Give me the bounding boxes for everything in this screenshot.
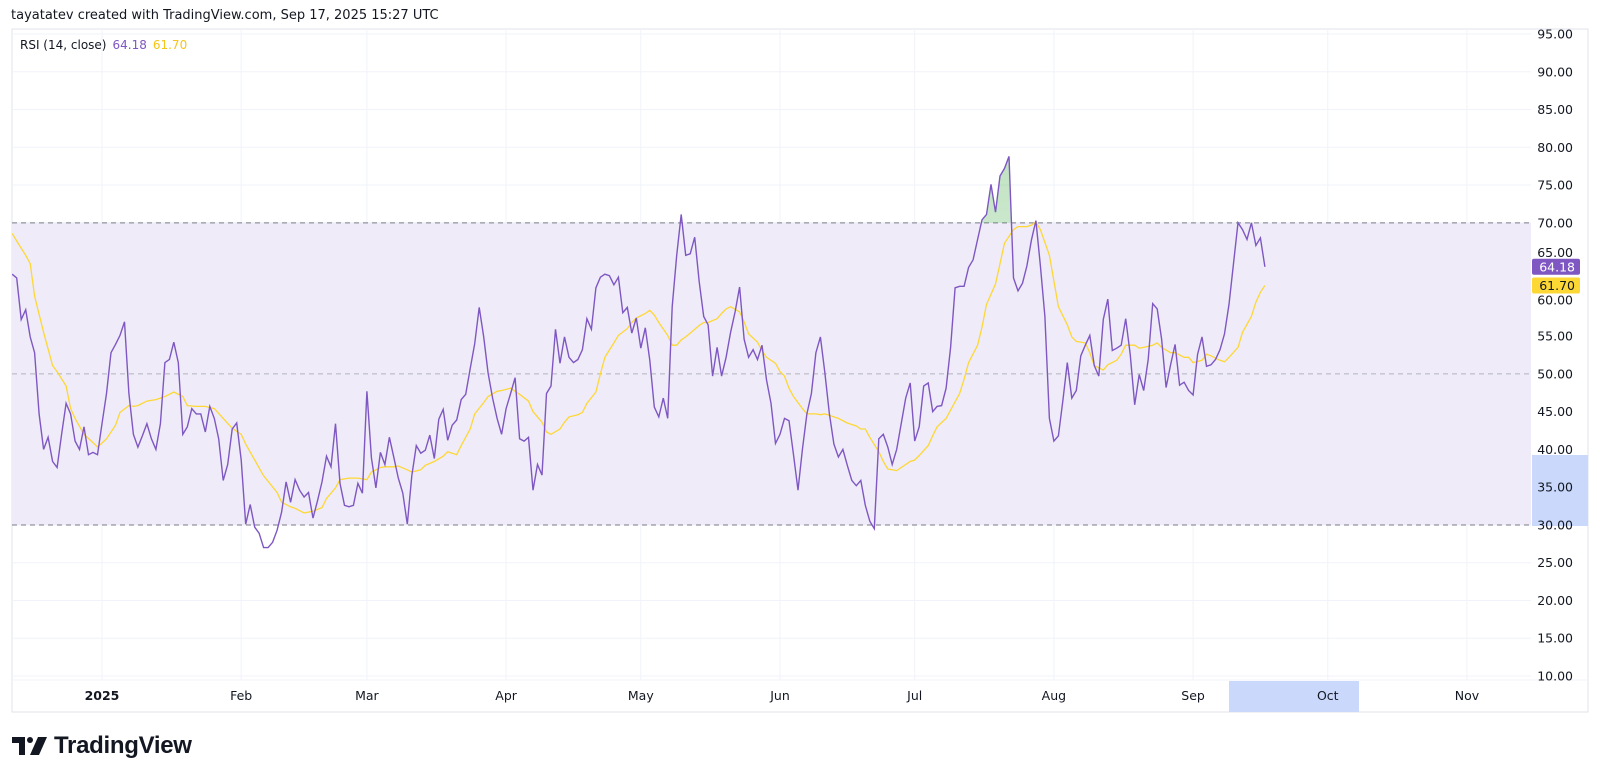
price-tick-label: 90.00 xyxy=(1537,64,1573,79)
time-axis[interactable]: 2025 Feb Mar Apr May Jun Jul Aug Sep Oct Nov xyxy=(85,688,1480,703)
tradingview-logo-text: TradingView xyxy=(54,732,192,759)
ma-legend-value: 61.70 xyxy=(152,38,188,52)
price-tick-label: 70.00 xyxy=(1537,215,1573,230)
indicator-legend[interactable]: RSI (14, close) 64.18 61.70 xyxy=(20,38,187,52)
time-tick-label: Feb xyxy=(230,688,252,703)
price-tick-label: 35.00 xyxy=(1537,480,1573,495)
time-tick-label: Jul xyxy=(906,688,922,703)
price-axis[interactable]: 95.00 90.00 85.00 80.00 75.00 70.00 65.00 60.00… xyxy=(1537,27,1573,684)
price-tick-label: 10.00 xyxy=(1537,669,1573,684)
rsi-ma-line xyxy=(12,221,1266,514)
price-tick-label: 50.00 xyxy=(1537,366,1573,381)
rsi-last-value-label: 64.18 xyxy=(1532,258,1580,275)
time-tick-label: Aug xyxy=(1042,688,1066,703)
price-axis-highlight xyxy=(1532,455,1588,526)
price-tick-label: 15.00 xyxy=(1537,631,1573,646)
time-tick-label: Apr xyxy=(495,688,517,703)
indicator-title: RSI (14, close) xyxy=(20,38,107,52)
price-tick-label: 95.00 xyxy=(1537,27,1573,42)
time-tick-label: May xyxy=(628,688,654,703)
time-tick-label: Sep xyxy=(1181,688,1205,703)
price-tick-label: 80.00 xyxy=(1537,140,1573,155)
price-tick-label: 65.00 xyxy=(1537,245,1573,260)
time-tick-label: 2025 xyxy=(85,688,120,703)
price-tick-label: 85.00 xyxy=(1537,102,1573,117)
rsi-line xyxy=(12,156,1266,549)
tradingview-logo[interactable]: TradingView xyxy=(12,732,192,760)
price-tick-label: 75.00 xyxy=(1537,178,1573,193)
rsi-legend-value: 64.18 xyxy=(112,38,147,52)
price-tick-label: 60.00 xyxy=(1537,293,1573,308)
price-tick-label: 30.00 xyxy=(1537,517,1573,532)
price-tick-label: 25.00 xyxy=(1537,555,1573,570)
price-tick-label: 55.00 xyxy=(1537,329,1573,344)
price-tick-label: 40.00 xyxy=(1537,442,1573,457)
attribution-text: tayatatev created with TradingView.com, … xyxy=(11,8,439,23)
price-tick-label: 45.00 xyxy=(1537,404,1573,419)
time-tick-label: Mar xyxy=(355,688,379,703)
time-tick-label: Nov xyxy=(1455,688,1480,703)
tradingview-logo-icon xyxy=(12,737,47,755)
time-tick-label: Oct xyxy=(1317,688,1339,703)
ma-last-value-label: 61.70 xyxy=(1532,277,1580,294)
time-tick-label: Jun xyxy=(769,688,790,703)
ma-last-value: 61.70 xyxy=(1539,278,1575,293)
time-axis-highlight xyxy=(1229,681,1359,712)
price-tick-label: 20.00 xyxy=(1537,593,1573,608)
rsi-last-value: 64.18 xyxy=(1539,259,1575,274)
